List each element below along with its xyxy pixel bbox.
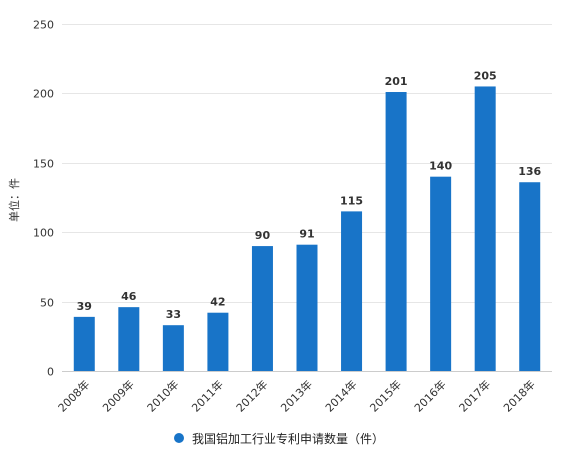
- data-label: 90: [255, 229, 271, 242]
- bar: [430, 176, 452, 371]
- bar: [251, 246, 273, 371]
- data-label: 205: [474, 69, 497, 82]
- data-label: 140: [429, 160, 452, 173]
- y-tick-label: 200: [33, 88, 54, 101]
- y-axis-label: 单位：件: [7, 178, 21, 222]
- x-tick-label: 2015年: [367, 377, 404, 414]
- x-tick-label: 2016年: [411, 377, 448, 414]
- data-label: 39: [77, 300, 92, 313]
- x-tick-label: 2011年: [189, 377, 226, 414]
- bar: [296, 244, 318, 371]
- legend-marker: [174, 433, 184, 443]
- x-tick-label: 2014年: [322, 377, 359, 414]
- x-tick-label: 2017年: [456, 377, 493, 414]
- data-label: 46: [121, 290, 137, 303]
- data-label: 201: [385, 75, 408, 88]
- legend: 我国铝加工行业专利申请数量（件）: [174, 428, 384, 448]
- x-tick-label: 2018年: [500, 377, 537, 414]
- data-label: 33: [166, 308, 181, 321]
- bar: [207, 312, 229, 371]
- data-label: 136: [518, 165, 541, 178]
- bar: [162, 325, 184, 371]
- x-tick-label: 2013年: [278, 377, 315, 414]
- bar: [519, 182, 541, 371]
- y-tick-label: 150: [33, 158, 54, 171]
- data-label: 42: [210, 296, 225, 309]
- data-labels: 39 46 33 42 90 91 115 201 140 205 136: [77, 69, 542, 321]
- data-label: 115: [340, 194, 363, 207]
- y-tick-label: 100: [33, 227, 54, 240]
- y-tick-label: 250: [33, 19, 54, 32]
- y-tick-label: 50: [40, 297, 54, 310]
- x-tick-label: 2008年: [55, 377, 92, 414]
- bar: [341, 211, 363, 371]
- legend-label: 我国铝加工行业专利申请数量（件）: [192, 431, 385, 446]
- y-axis-ticks: 0 50 100 150 200 250: [33, 19, 54, 379]
- x-axis-ticks: 2008年 2009年 2010年 2011年 2012年 2013年 2014年 2015年…: [55, 377, 538, 414]
- bar: [73, 316, 95, 371]
- x-tick-label: 2010年: [144, 377, 181, 414]
- y-tick-label: 0: [47, 366, 54, 379]
- x-tick-label: 2012年: [233, 377, 270, 414]
- data-label: 91: [299, 228, 314, 241]
- gridlines: [62, 24, 552, 303]
- bar: [474, 86, 496, 372]
- x-tick-label: 2009年: [99, 377, 136, 414]
- bar: [118, 307, 140, 371]
- bar: [385, 92, 407, 372]
- bars: [73, 86, 541, 372]
